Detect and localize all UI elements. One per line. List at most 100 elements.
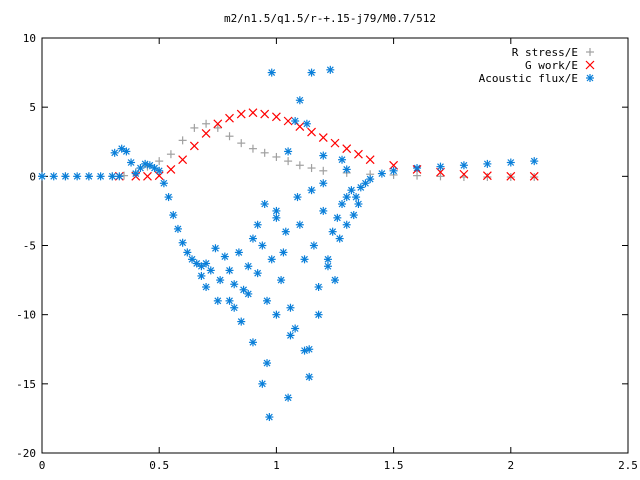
data-point xyxy=(436,172,445,181)
x-tick-label: 1.5 xyxy=(384,459,404,472)
data-point xyxy=(248,234,257,243)
data-point xyxy=(295,161,304,170)
data-point xyxy=(295,96,304,105)
data-point xyxy=(284,147,293,156)
data-point xyxy=(314,283,323,291)
data-point xyxy=(365,155,375,165)
data-point xyxy=(237,139,246,148)
data-point xyxy=(131,169,140,178)
data-point xyxy=(413,164,422,173)
data-point xyxy=(342,165,351,174)
data-point xyxy=(272,206,281,215)
data-point xyxy=(377,169,386,178)
data-point xyxy=(253,220,262,229)
legend-marker xyxy=(586,74,594,82)
data-point xyxy=(347,186,356,195)
data-point xyxy=(328,227,337,236)
x-tick-label: 1 xyxy=(273,459,280,472)
data-point xyxy=(122,147,131,156)
data-point xyxy=(300,255,309,264)
data-point xyxy=(211,244,220,253)
data-point xyxy=(459,169,469,179)
data-point xyxy=(295,220,304,229)
data-point xyxy=(323,255,332,264)
data-point xyxy=(202,119,211,128)
series-2 xyxy=(38,65,539,422)
data-point xyxy=(529,171,539,181)
data-point xyxy=(155,157,164,166)
data-point xyxy=(267,68,276,77)
data-point xyxy=(84,172,93,181)
data-point xyxy=(483,159,492,168)
data-point xyxy=(326,65,335,74)
data-point xyxy=(307,68,316,77)
data-point xyxy=(459,161,468,170)
data-point xyxy=(307,164,316,173)
data-point xyxy=(436,162,445,171)
data-point xyxy=(330,138,340,148)
data-point xyxy=(265,413,274,422)
plot-frame xyxy=(41,37,629,454)
data-point xyxy=(141,159,150,168)
data-point xyxy=(331,276,339,285)
data-point xyxy=(530,157,539,166)
data-point xyxy=(354,200,363,208)
data-point xyxy=(178,155,188,165)
data-point xyxy=(413,171,422,180)
data-point xyxy=(190,123,199,132)
series-layer xyxy=(38,65,539,422)
data-point xyxy=(110,148,119,157)
data-point xyxy=(183,248,192,257)
series-1 xyxy=(114,108,539,181)
data-point xyxy=(258,379,267,388)
data-point xyxy=(225,113,234,123)
data-point xyxy=(319,166,328,175)
data-point xyxy=(143,171,152,181)
x-tick-label: 2 xyxy=(507,459,514,472)
data-point xyxy=(237,317,246,326)
data-point xyxy=(482,171,492,181)
data-point xyxy=(216,276,225,285)
data-point xyxy=(352,193,361,202)
data-point xyxy=(248,108,258,118)
data-point xyxy=(307,186,316,195)
data-point xyxy=(213,119,223,129)
data-point xyxy=(230,280,239,289)
data-point xyxy=(319,206,328,215)
data-point xyxy=(220,252,229,261)
data-point xyxy=(244,262,253,271)
data-point xyxy=(206,266,215,275)
legend-label: R stress/E xyxy=(512,46,578,59)
data-point xyxy=(159,179,168,188)
data-point xyxy=(197,271,206,280)
data-point xyxy=(230,303,239,312)
data-point xyxy=(260,200,269,208)
data-point xyxy=(277,276,286,285)
data-point xyxy=(338,200,347,208)
data-point xyxy=(323,262,332,271)
legend-label: G work/E xyxy=(525,59,578,72)
data-point xyxy=(293,193,302,202)
data-point xyxy=(389,166,398,175)
data-point xyxy=(338,155,347,164)
data-point xyxy=(291,324,300,333)
data-point xyxy=(279,248,288,257)
data-point xyxy=(272,310,281,319)
data-point xyxy=(234,248,243,257)
data-point xyxy=(284,393,293,402)
data-point xyxy=(319,179,328,188)
legend-marker xyxy=(586,48,594,56)
data-point xyxy=(260,148,269,157)
x-tick-label: 0 xyxy=(39,459,46,472)
data-point xyxy=(349,211,358,220)
data-point xyxy=(108,172,117,181)
data-point xyxy=(202,283,211,291)
data-point xyxy=(117,144,126,153)
data-point xyxy=(96,172,105,181)
data-point xyxy=(284,157,293,166)
data-point xyxy=(286,331,295,340)
data-point xyxy=(61,172,70,181)
data-point xyxy=(272,213,281,222)
